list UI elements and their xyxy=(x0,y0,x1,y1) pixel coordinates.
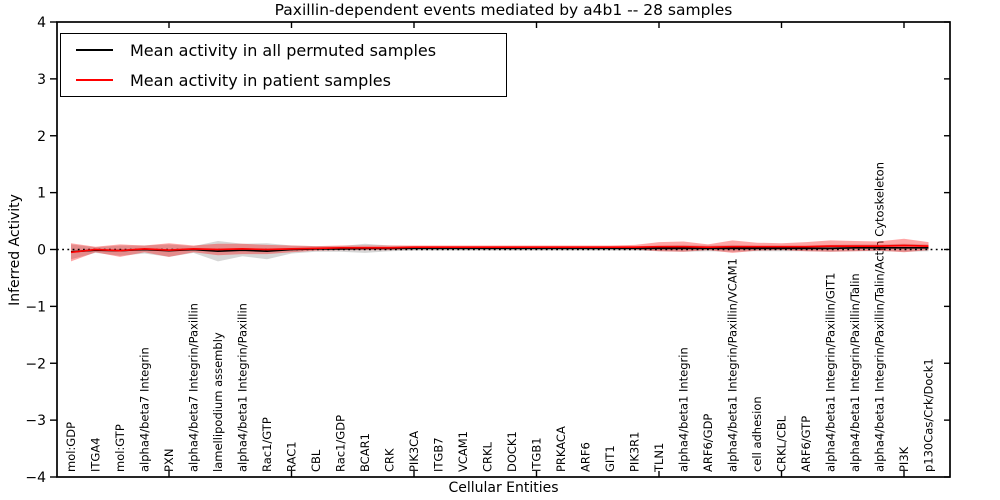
chart-title: Paxillin-dependent events mediated by a4… xyxy=(274,1,733,19)
y-tick-label: −1 xyxy=(25,299,46,315)
x-tick-label: ITGB1 xyxy=(530,437,544,472)
y-tick-label: 1 xyxy=(37,186,46,202)
x-tick-label: RAC1 xyxy=(285,441,299,472)
x-tick-label: CRKL xyxy=(481,441,495,472)
x-tick-label: mol:GTP xyxy=(113,424,127,472)
x-tick-label: TLN1 xyxy=(652,443,666,473)
band-series-1 xyxy=(71,238,929,262)
legend-label-patient: Mean activity in patient samples xyxy=(130,70,391,90)
legend-line-sample-permuted xyxy=(76,49,113,51)
x-tick-label: GIT1 xyxy=(603,445,617,472)
y-tick-label: 4 xyxy=(37,15,46,31)
y-tick-label: −3 xyxy=(25,413,46,429)
x-tick-label: p130Cas/Crk/Dock1 xyxy=(922,358,936,472)
x-tick-label: ARF6/GTP xyxy=(799,416,813,472)
x-tick-label: CRKL/CBL xyxy=(775,415,789,472)
x-tick-label: ITGB7 xyxy=(432,437,446,472)
y-tick-label: 3 xyxy=(37,72,46,88)
x-tick-label: alpha4/beta1 Integrin/Paxillin/Talin/Act… xyxy=(873,162,887,472)
x-tick-label: Rac1/GTP xyxy=(260,417,274,472)
series-line-1 xyxy=(70,244,929,254)
y-tick-label: −4 xyxy=(25,470,46,486)
x-tick-label: cell adhesion xyxy=(750,396,764,472)
band-series-0 xyxy=(71,241,929,262)
x-tick-label: PI3K xyxy=(897,446,911,472)
x-tick-label: lamellipodium assembly xyxy=(211,332,225,472)
x-tick-label: DOCK1 xyxy=(505,431,519,472)
x-tick-label: PXN xyxy=(162,449,176,472)
y-tick-label: 0 xyxy=(37,243,46,259)
x-axis-label: Cellular Entities xyxy=(448,480,559,496)
x-tick-label: alpha4/beta1 Integrin/Paxillin/GIT1 xyxy=(824,273,838,472)
x-tick-label: alpha4/beta1 Integrin/Paxillin xyxy=(236,303,250,472)
x-tick-label: ARF6/GDP xyxy=(701,414,715,472)
x-tick-label: PIK3R1 xyxy=(628,432,642,473)
x-tick-label: PIK3CA xyxy=(407,431,421,472)
x-tick-label: Rac1/GDP xyxy=(334,415,348,472)
y-axis-label: Inferred Activity xyxy=(7,194,23,306)
x-tick-label: alpha4/beta1 Integrin/Paxillin/VCAM1 xyxy=(726,258,740,472)
x-tick-label: ARF6 xyxy=(579,442,593,472)
legend-entry-permuted: Mean activity in all permuted samples xyxy=(76,36,506,64)
y-tick-label: 2 xyxy=(37,129,46,145)
y-tick-label: −2 xyxy=(25,356,46,372)
series-line-0 xyxy=(70,246,929,253)
x-tick-label: mol:GDP xyxy=(64,422,78,472)
x-tick-label: alpha4/beta1 Integrin xyxy=(677,347,691,472)
x-tick-label: PRKACA xyxy=(554,426,568,472)
legend-label-permuted: Mean activity in all permuted samples xyxy=(130,40,437,60)
x-tick-label: CBL xyxy=(309,449,323,472)
x-tick-label: VCAM1 xyxy=(456,431,470,472)
legend-line-sample-patient xyxy=(76,79,113,81)
x-tick-label: ITGA4 xyxy=(89,437,103,472)
x-tick-label: alpha4/beta1 Integrin/Paxillin/Talin xyxy=(848,273,862,472)
legend-box: Mean activity in all permuted samples Me… xyxy=(60,33,507,97)
legend-entry-patient: Mean activity in patient samples xyxy=(76,66,506,94)
x-tick-label: BCAR1 xyxy=(358,433,372,472)
x-tick-label: alpha4/beta7 Integrin/Paxillin xyxy=(187,303,201,472)
x-tick-label: alpha4/beta7 Integrin xyxy=(138,347,152,472)
x-tick-label: CRK xyxy=(383,448,397,472)
